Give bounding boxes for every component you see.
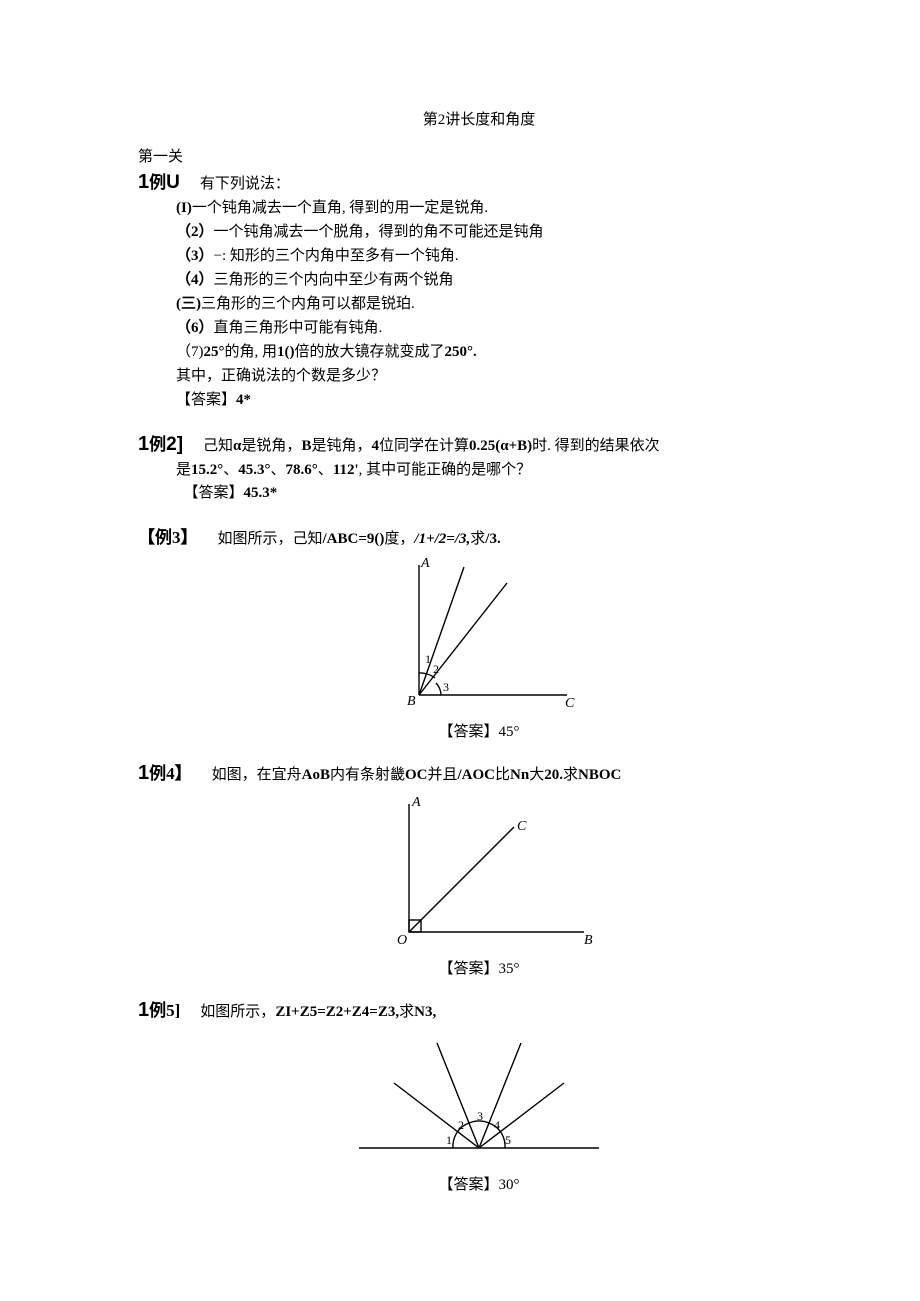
problem-2: 1例2] 己知α是锐角，B是钝角，4位同学在计算0.25(α+B)时. 得到的结… bbox=[138, 430, 820, 505]
page-title: 第2讲长度和角度 bbox=[138, 108, 820, 129]
problem-5-diagram: 1 2 3 4 5 bbox=[138, 1028, 820, 1173]
problem-5-answer: 【答案】30° bbox=[138, 1173, 820, 1194]
problem-3: 【例3】 如图所示，己知/ABC=9()度，/1+/2=/3,求/3. A B … bbox=[138, 523, 820, 741]
svg-text:O: O bbox=[397, 933, 407, 948]
problem-3-diagram: A B C 1 2 3 bbox=[138, 555, 820, 720]
svg-text:3: 3 bbox=[477, 1109, 483, 1123]
problem-5-text: 如图所示，ZI+Z5=Z2+Z4=Z3,求N3, bbox=[200, 1001, 436, 1024]
problem-2-line1: 己知α是锐角，B是钝角，4位同学在计算0.25(α+B)时. 得到的结果依次 bbox=[203, 435, 660, 458]
problem-1-answer: 【答案】4* bbox=[176, 388, 820, 412]
svg-text:4: 4 bbox=[494, 1118, 500, 1132]
problem-4-answer: 【答案】35° bbox=[138, 957, 820, 978]
problem-3-text: 如图所示，己知/ABC=9()度，/1+/2=/3,求/3. bbox=[218, 528, 501, 551]
section-heading: 第一关 bbox=[138, 145, 820, 166]
svg-text:A: A bbox=[420, 556, 430, 571]
problem-1-intro: 有下列说法： bbox=[200, 173, 290, 196]
problem-2-label: 1例2] bbox=[138, 430, 183, 456]
problem-3-label: 【例3】 bbox=[138, 523, 198, 548]
problem-5-label: 1例5] bbox=[138, 996, 180, 1022]
problem-4-text: 如图，在宜舟AoB内有条射畿OC并且/AOC比Nn大20.求NBOC bbox=[212, 764, 622, 787]
svg-text:2: 2 bbox=[433, 662, 439, 676]
problem-1-question: 其中，正确说法的个数是多少？ bbox=[176, 364, 820, 388]
svg-text:C: C bbox=[517, 819, 527, 834]
problem-3-answer: 【答案】45° bbox=[138, 720, 820, 741]
problem-1-label: 1例U bbox=[138, 168, 180, 194]
svg-text:1: 1 bbox=[446, 1133, 452, 1147]
problem-5: 1例5] 如图所示，ZI+Z5=Z2+Z4=Z3,求N3, 1 2 3 4 bbox=[138, 996, 820, 1194]
svg-text:C: C bbox=[565, 696, 575, 711]
problem-2-answer: 【答案】45.3* bbox=[138, 482, 820, 505]
problem-4: 1例4】 如图，在宜舟AoB内有条射畿OC并且/AOC比Nn大20.求NBOC … bbox=[138, 759, 820, 977]
svg-text:3: 3 bbox=[443, 680, 449, 694]
svg-text:B: B bbox=[407, 694, 416, 709]
svg-text:2: 2 bbox=[458, 1118, 464, 1132]
svg-text:B: B bbox=[584, 933, 593, 948]
problem-4-diagram: A C O B bbox=[138, 792, 820, 957]
problem-1-list: (I)一个钝角减去一个直角, 得到的用一定是锐角. （2）一个钝角减去一个脱角，… bbox=[138, 196, 820, 412]
svg-text:5: 5 bbox=[505, 1133, 511, 1147]
svg-text:A: A bbox=[411, 795, 421, 810]
problem-2-line2: 是15.2°、45.3°、78.6°、112', 其中可能正确的是哪个？ bbox=[138, 459, 820, 482]
problem-4-label: 1例4】 bbox=[138, 759, 192, 785]
problem-1: 1例U 有下列说法： (I)一个钝角减去一个直角, 得到的用一定是锐角. （2）… bbox=[138, 168, 820, 412]
svg-text:1: 1 bbox=[425, 652, 431, 666]
